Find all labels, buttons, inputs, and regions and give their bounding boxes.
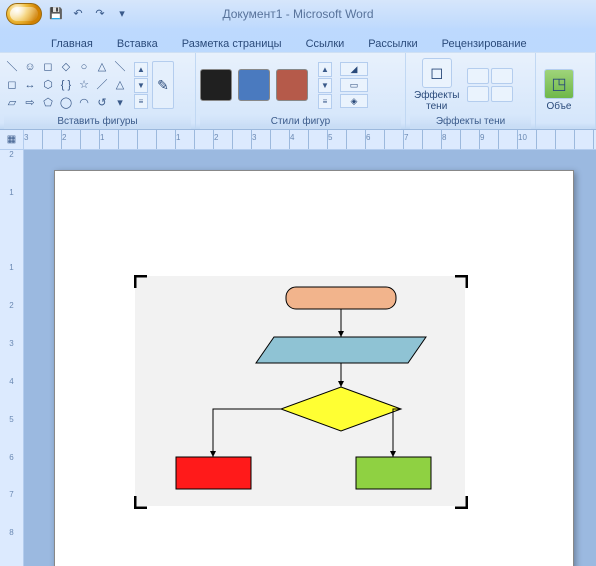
gallery-scroll: ▲ ▼ ≡	[134, 62, 148, 109]
3d-effects-label: Объе	[547, 101, 572, 112]
styles-more-icon[interactable]: ≡	[318, 94, 332, 109]
shadow-icon: ◻	[422, 58, 452, 88]
shape-mini-icon[interactable]: ☺	[22, 59, 38, 75]
office-button[interactable]	[6, 3, 42, 25]
group-3d-effects: ◳ Объе	[536, 53, 596, 129]
shape-mini-icon[interactable]: ☆	[76, 77, 92, 93]
shape-mini-icon[interactable]: ↔	[22, 77, 38, 93]
3d-effects-button[interactable]: ◳ Объе	[540, 67, 578, 114]
qa-more-icon[interactable]: ▾	[114, 6, 130, 22]
tab-references[interactable]: Ссылки	[295, 34, 356, 52]
shadow-nudge-left[interactable]	[467, 86, 489, 102]
cube-icon: ◳	[544, 69, 574, 99]
page-area[interactable]	[24, 150, 596, 566]
shape-mini-icon[interactable]: ◇	[58, 59, 74, 75]
shadow-effects-button[interactable]: ◻ Эффекты тени	[410, 56, 463, 114]
gallery-more-icon[interactable]: ≡	[134, 94, 148, 109]
group-label-shadow: Эффекты тени	[410, 115, 531, 129]
change-shape-button[interactable]: ◈	[340, 94, 368, 108]
style-swatch[interactable]	[238, 69, 270, 101]
ruler-corner-icon[interactable]: ▦	[0, 130, 24, 149]
shape-mini-icon[interactable]: ⇨	[22, 95, 38, 111]
quick-access-toolbar: 💾 ↶ ↷ ▾	[48, 6, 130, 22]
group-shape-styles: ▲ ▼ ≡ ◢ ▭ ◈ Стили фигур	[196, 53, 406, 129]
shape-mini-icon[interactable]: ◠	[76, 95, 92, 111]
shadow-nudge-tools	[467, 68, 513, 102]
shape-mini-icon[interactable]: ／	[94, 77, 110, 93]
ribbon-tabs: Главная Вставка Разметка страницы Ссылки…	[0, 28, 596, 52]
selection-handle[interactable]	[448, 275, 468, 295]
styles-scroll: ▲ ▼ ≡	[318, 62, 332, 109]
styles-up-icon[interactable]: ▲	[318, 62, 332, 77]
undo-icon[interactable]: ↶	[70, 6, 86, 22]
shape-mini-icon[interactable]: ⬡	[40, 77, 56, 93]
tab-insert[interactable]: Вставка	[106, 34, 169, 52]
style-swatch[interactable]	[200, 69, 232, 101]
shape-fill-button[interactable]: ◢	[340, 62, 368, 76]
group-label-insert-shapes: Вставить фигуры	[4, 115, 191, 129]
shape-mini-icon[interactable]: △	[112, 77, 128, 93]
ruler-row: ▦ 32112345678910	[0, 130, 596, 150]
save-icon[interactable]: 💾	[48, 6, 64, 22]
shadow-effects-label: Эффекты тени	[414, 90, 459, 112]
shadow-nudge-up[interactable]	[467, 68, 489, 84]
redo-icon[interactable]: ↷	[92, 6, 108, 22]
drawing-canvas[interactable]	[135, 276, 465, 506]
shape-mini-icon[interactable]: △	[94, 59, 110, 75]
styles-down-icon[interactable]: ▼	[318, 78, 332, 93]
shape-mini-icon[interactable]: ＼	[112, 59, 128, 75]
shape-mini-icon[interactable]: ＼	[4, 59, 20, 75]
selection-handle[interactable]	[134, 489, 154, 509]
shape-mini-icon[interactable]: { }	[58, 77, 74, 93]
tab-page-layout[interactable]: Разметка страницы	[171, 34, 293, 52]
selection-handle[interactable]	[448, 489, 468, 509]
shape-mini-icon[interactable]: ▱	[4, 95, 20, 111]
shape-mini-icon[interactable]: ↺	[94, 95, 110, 111]
style-swatch[interactable]	[276, 69, 308, 101]
gallery-down-icon[interactable]: ▼	[134, 78, 148, 93]
flowchart[interactable]	[136, 277, 464, 505]
ribbon: ＼☺◻◇○△＼◻↔⬡{ }☆／△▱⇨⬠◯◠↺▾ ▲ ▼ ≡ ✎ Вставить…	[0, 52, 596, 130]
group-label-shape-styles: Стили фигур	[200, 115, 401, 129]
workspace: 2112345678	[0, 150, 596, 566]
shape-gallery[interactable]: ＼☺◻◇○△＼◻↔⬡{ }☆／△▱⇨⬠◯◠↺▾	[4, 59, 128, 111]
selection-handle[interactable]	[134, 275, 154, 295]
group-label-3d	[540, 126, 591, 129]
tab-review[interactable]: Рецензирование	[431, 34, 538, 52]
shape-mini-icon[interactable]: ◻	[4, 77, 20, 93]
shape-mini-icon[interactable]: ○	[76, 59, 92, 75]
tab-mailings[interactable]: Рассылки	[357, 34, 428, 52]
vertical-ruler[interactable]: 2112345678	[0, 150, 24, 566]
document-page[interactable]	[54, 170, 574, 566]
tab-home[interactable]: Главная	[40, 34, 104, 52]
shadow-nudge-down[interactable]	[491, 86, 513, 102]
window-title: Документ1 - Microsoft Word	[222, 7, 373, 21]
group-insert-shapes: ＼☺◻◇○△＼◻↔⬡{ }☆／△▱⇨⬠◯◠↺▾ ▲ ▼ ≡ ✎ Вставить…	[0, 53, 196, 129]
title-bar: 💾 ↶ ↷ ▾ Документ1 - Microsoft Word	[0, 0, 596, 28]
group-shadow-effects: ◻ Эффекты тени Эффекты тени	[406, 53, 536, 129]
shape-mini-icon[interactable]: ⬠	[40, 95, 56, 111]
shape-mini-icon[interactable]: ◯	[58, 95, 74, 111]
edit-shape-button[interactable]: ✎	[152, 61, 174, 109]
shape-mini-icon[interactable]: ◻	[40, 59, 56, 75]
shape-mini-icon[interactable]: ▾	[112, 95, 128, 111]
shadow-nudge-right[interactable]	[491, 68, 513, 84]
shape-outline-button[interactable]: ▭	[340, 78, 368, 92]
gallery-up-icon[interactable]: ▲	[134, 62, 148, 77]
horizontal-ruler[interactable]: 32112345678910	[24, 130, 596, 149]
